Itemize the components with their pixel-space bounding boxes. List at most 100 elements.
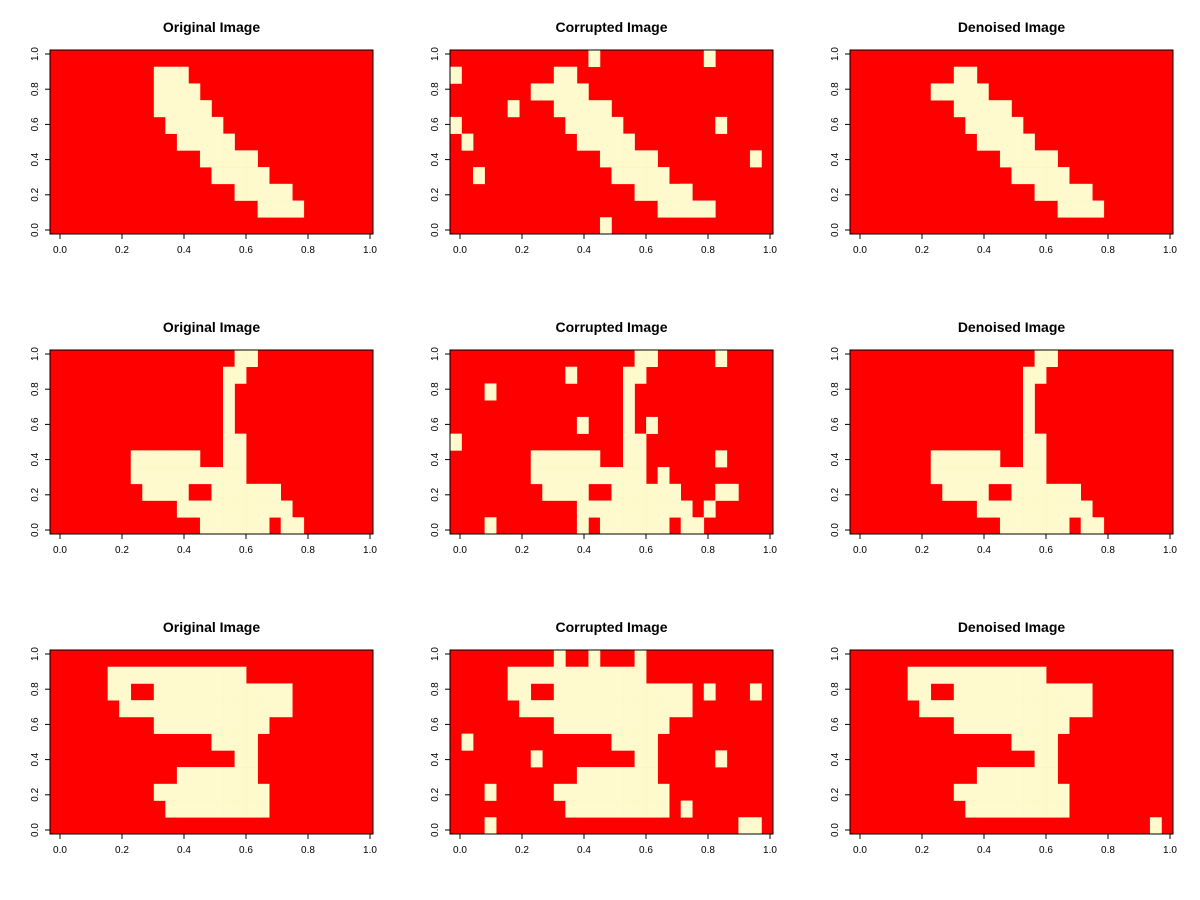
pixel-cell xyxy=(576,450,589,468)
pixel-cell xyxy=(553,700,566,718)
pixel-cell xyxy=(130,700,143,718)
pixel-cell xyxy=(976,500,989,518)
panel-5: Corrupted Image 0.0 0.2 0.4 0.6 0.8 1.0 0.0 0.2 0… xyxy=(430,319,777,556)
pixel-cell xyxy=(576,133,589,151)
pixel-cell xyxy=(234,783,247,801)
x-tick-label: 0.2 xyxy=(915,245,929,256)
pixel-cell xyxy=(623,366,635,384)
x-tick-label: 1.0 xyxy=(763,545,777,556)
pixel-cell xyxy=(953,467,966,485)
pixel-cell xyxy=(234,150,247,168)
pixel-cell xyxy=(211,733,224,751)
pixel-cell xyxy=(542,483,555,501)
pixel-cell xyxy=(553,716,566,734)
pixel-cell xyxy=(553,100,566,118)
pixel-cell xyxy=(223,133,235,151)
pixel-cell xyxy=(634,183,647,201)
x-tick-label: 0.4 xyxy=(977,545,991,556)
pixel-cell xyxy=(1046,700,1058,718)
pixel-cell xyxy=(1046,350,1058,368)
pixel-cell xyxy=(542,467,555,485)
y-tick-label: 0.4 xyxy=(830,452,841,466)
pixel-cell xyxy=(153,683,166,701)
x-tick-label: 0.2 xyxy=(515,245,529,256)
x-tick-label: 0.8 xyxy=(1101,245,1115,256)
pixel-cell xyxy=(484,517,497,535)
pixel-cell xyxy=(257,783,270,801)
pixel-cell xyxy=(153,100,166,118)
x-tick-label: 0.4 xyxy=(977,845,991,856)
pixel-cell xyxy=(176,66,189,84)
y-tick-label: 0.6 xyxy=(30,117,41,131)
pixel-cell xyxy=(623,500,635,518)
y-tick-label: 1.0 xyxy=(430,47,441,61)
pixel-cell xyxy=(988,716,1001,734)
pixel-cell xyxy=(988,783,1001,801)
plot-frame xyxy=(449,349,774,535)
pixel-cell xyxy=(976,683,989,701)
pixel-cell xyxy=(623,383,635,401)
pixel-cell xyxy=(257,517,270,535)
pixel-cell xyxy=(976,783,989,801)
pixel-cell xyxy=(965,683,978,701)
pixel-cell xyxy=(1023,383,1035,401)
pixel-cell xyxy=(646,800,658,818)
pixel-cell xyxy=(588,450,601,468)
pixel-cell xyxy=(246,500,258,518)
pixel-cell xyxy=(211,467,224,485)
pixel-cell xyxy=(611,716,624,734)
pixel-cell xyxy=(211,683,224,701)
x-tick-label: 0.8 xyxy=(701,245,715,256)
pixel-cell xyxy=(484,783,497,801)
pixel-cell xyxy=(542,700,555,718)
pixel-cell xyxy=(188,783,201,801)
pixel-cell xyxy=(199,700,212,718)
pixel-cell xyxy=(223,433,235,451)
x-tick-label: 0.4 xyxy=(177,545,191,556)
pixel-cell xyxy=(553,450,566,468)
y-tick-label: 0.2 xyxy=(30,187,41,201)
x-tick-label: 0.0 xyxy=(53,245,67,256)
pixel-cell xyxy=(1046,150,1058,168)
pixel-cell xyxy=(611,700,624,718)
pixel-cell xyxy=(646,716,658,734)
pixel-cell xyxy=(188,467,201,485)
pixel-cell xyxy=(576,800,589,818)
pixel-cell xyxy=(188,700,201,718)
pixel-cell xyxy=(657,167,670,185)
panel-1: Original Image 0.0 0.2 0.4 0.6 0.8 1.0 0.0 0.2 0.… xyxy=(30,19,377,256)
pixel-cell xyxy=(565,683,578,701)
pixel-cell xyxy=(976,116,989,134)
pixel-cell xyxy=(211,133,224,151)
pixel-cell xyxy=(530,83,543,101)
pixel-cell xyxy=(942,700,955,718)
x-tick-label: 1.0 xyxy=(763,245,777,256)
panel-title: Original Image xyxy=(163,19,260,35)
pixel-cell xyxy=(623,133,635,151)
pixel-cell xyxy=(976,666,989,684)
pixel-cell xyxy=(611,500,624,518)
pixel-cell xyxy=(153,483,166,501)
y-tick-label: 0.6 xyxy=(30,717,41,731)
pixel-cell xyxy=(588,666,601,684)
pixel-cell xyxy=(634,467,647,485)
pixel-cell xyxy=(965,450,978,468)
pixel-cell xyxy=(176,116,189,134)
pixel-cell xyxy=(749,817,762,835)
pixel-cell xyxy=(599,467,612,485)
pixel-cell xyxy=(988,767,1001,785)
pixel-cell xyxy=(1057,700,1070,718)
pixel-cell xyxy=(576,100,589,118)
pixel-cell xyxy=(623,716,635,734)
y-tick-label: 0.8 xyxy=(430,382,441,396)
pixel-cell xyxy=(576,683,589,701)
pixel-cell xyxy=(576,716,589,734)
pixel-cell xyxy=(611,800,624,818)
pixel-cell xyxy=(199,116,212,134)
x-tick-label: 0.2 xyxy=(115,545,129,556)
pixel-cell xyxy=(599,517,612,535)
pixel-cell xyxy=(953,666,966,684)
pixel-cell xyxy=(576,767,589,785)
pixel-cell xyxy=(188,666,201,684)
pixel-cell xyxy=(1011,733,1024,751)
